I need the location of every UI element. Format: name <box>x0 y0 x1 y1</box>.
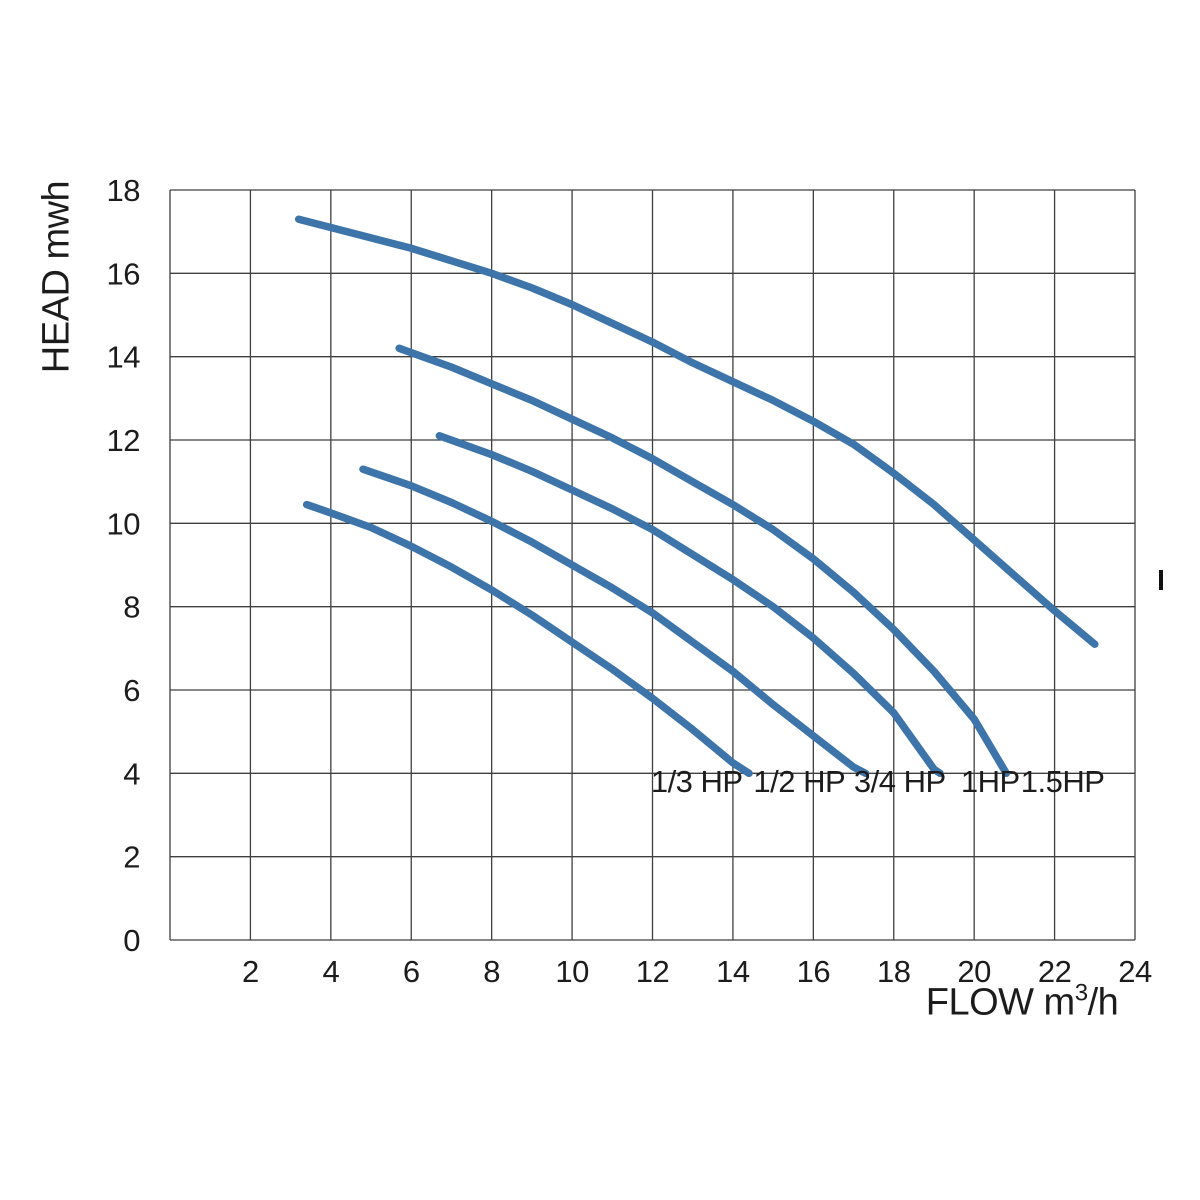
pump-curve-1hp <box>395 344 1011 778</box>
pump-curve-1-2-hp <box>359 465 870 778</box>
y-tick-label: 18 <box>107 173 140 208</box>
x-tick-label: 22 <box>1038 954 1071 989</box>
grid-lines <box>169 189 1136 941</box>
x-axis-title-exponent: 3 <box>1074 979 1088 1007</box>
y-tick-label: 0 <box>123 923 140 958</box>
series-label: 1/3 HP <box>651 764 743 799</box>
x-tick-label: 24 <box>1118 954 1152 989</box>
series-label: 1/2 HP <box>753 764 845 799</box>
y-tick-label: 10 <box>107 506 141 541</box>
y-axis-title: HEAD mwh <box>35 180 78 374</box>
x-tick-label: 6 <box>403 954 420 989</box>
series-labels: 1/3 HP 1/2 HP 3/4 HP 1HP 1.5HP <box>651 764 1105 799</box>
series-label: 1.5HP <box>1021 764 1105 799</box>
x-tick-label: 18 <box>877 954 910 989</box>
x-tick-labels: 2 4 6 8 10 12 14 16 18 20 22 24 <box>242 954 1152 989</box>
x-tick-label: 20 <box>957 954 991 989</box>
y-tick-label: 6 <box>123 673 140 708</box>
x-tick-label: 8 <box>483 954 500 989</box>
series-label: 3/4 HP <box>854 764 946 799</box>
pump-curve-1.5hp <box>294 215 1099 648</box>
y-tick-labels: 0 2 4 6 8 10 12 14 16 18 <box>107 173 141 958</box>
y-tick-label: 16 <box>107 256 140 291</box>
x-tick-label: 10 <box>555 954 589 989</box>
y-tick-label: 14 <box>107 340 141 375</box>
y-tick-label: 12 <box>107 423 140 458</box>
pump-curve-3-4-hp <box>435 432 944 778</box>
x-tick-label: 4 <box>322 954 339 989</box>
x-axis-title: FLOW m3/h <box>926 980 1119 1025</box>
y-tick-label: 2 <box>123 840 140 875</box>
x-axis-title-unit: /h <box>1087 981 1119 1024</box>
x-tick-label: 2 <box>242 954 259 989</box>
x-tick-label: 16 <box>797 954 830 989</box>
pump-curve-1-3-hp <box>302 500 753 778</box>
x-axis-title-text: FLOW m <box>925 981 1075 1024</box>
y-tick-label: 8 <box>123 590 140 625</box>
x-tick-label: 12 <box>636 954 669 989</box>
series-label: 1HP <box>961 764 1020 799</box>
x-tick-label: 14 <box>716 954 750 989</box>
y-tick-label: 4 <box>123 756 140 791</box>
right-edge-mark <box>1159 570 1163 590</box>
